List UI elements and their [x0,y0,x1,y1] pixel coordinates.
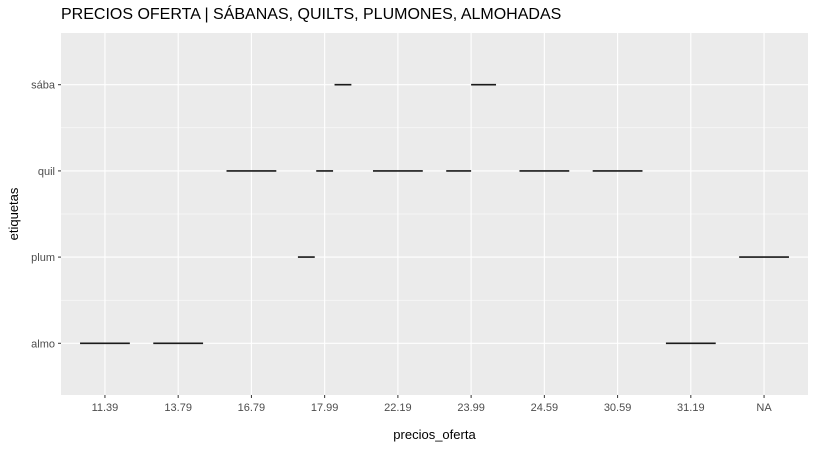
x-axis-title: precios_oferta [393,427,476,442]
y-tick-label: sába [31,80,56,92]
y-tick-label: almo [31,338,55,350]
x-tick-label: 24.59 [531,402,559,414]
y-tick-label: quil [38,166,55,178]
y-axis-title: etiquetas [6,187,21,240]
data-segments [80,83,789,345]
x-tick-label: 30.59 [604,402,632,414]
x-tick-label: 17.99 [311,402,339,414]
x-tick-label: 13.79 [164,402,192,414]
x-tick-label: 31.19 [677,402,705,414]
y-axis-ticks: almo plum quil sába [31,80,61,350]
x-tick-label: 11.39 [92,402,119,414]
x-axis-ticks: 11.39 13.79 16.79 17.99 22.19 23.99 24.59 30.59… [92,395,772,414]
x-tick-label: 22.19 [384,402,412,414]
x-tick-label: 23.99 [457,402,485,414]
major-gridlines [61,33,808,395]
minor-gridlines [61,127,808,301]
chart-title: PRECIOS OFERTA | SÁBANAS, QUILTS, PLUMON… [61,6,562,23]
x-tick-label: NA [756,402,772,414]
y-tick-label: plum [31,252,55,264]
x-tick-label: 16.79 [238,402,266,414]
